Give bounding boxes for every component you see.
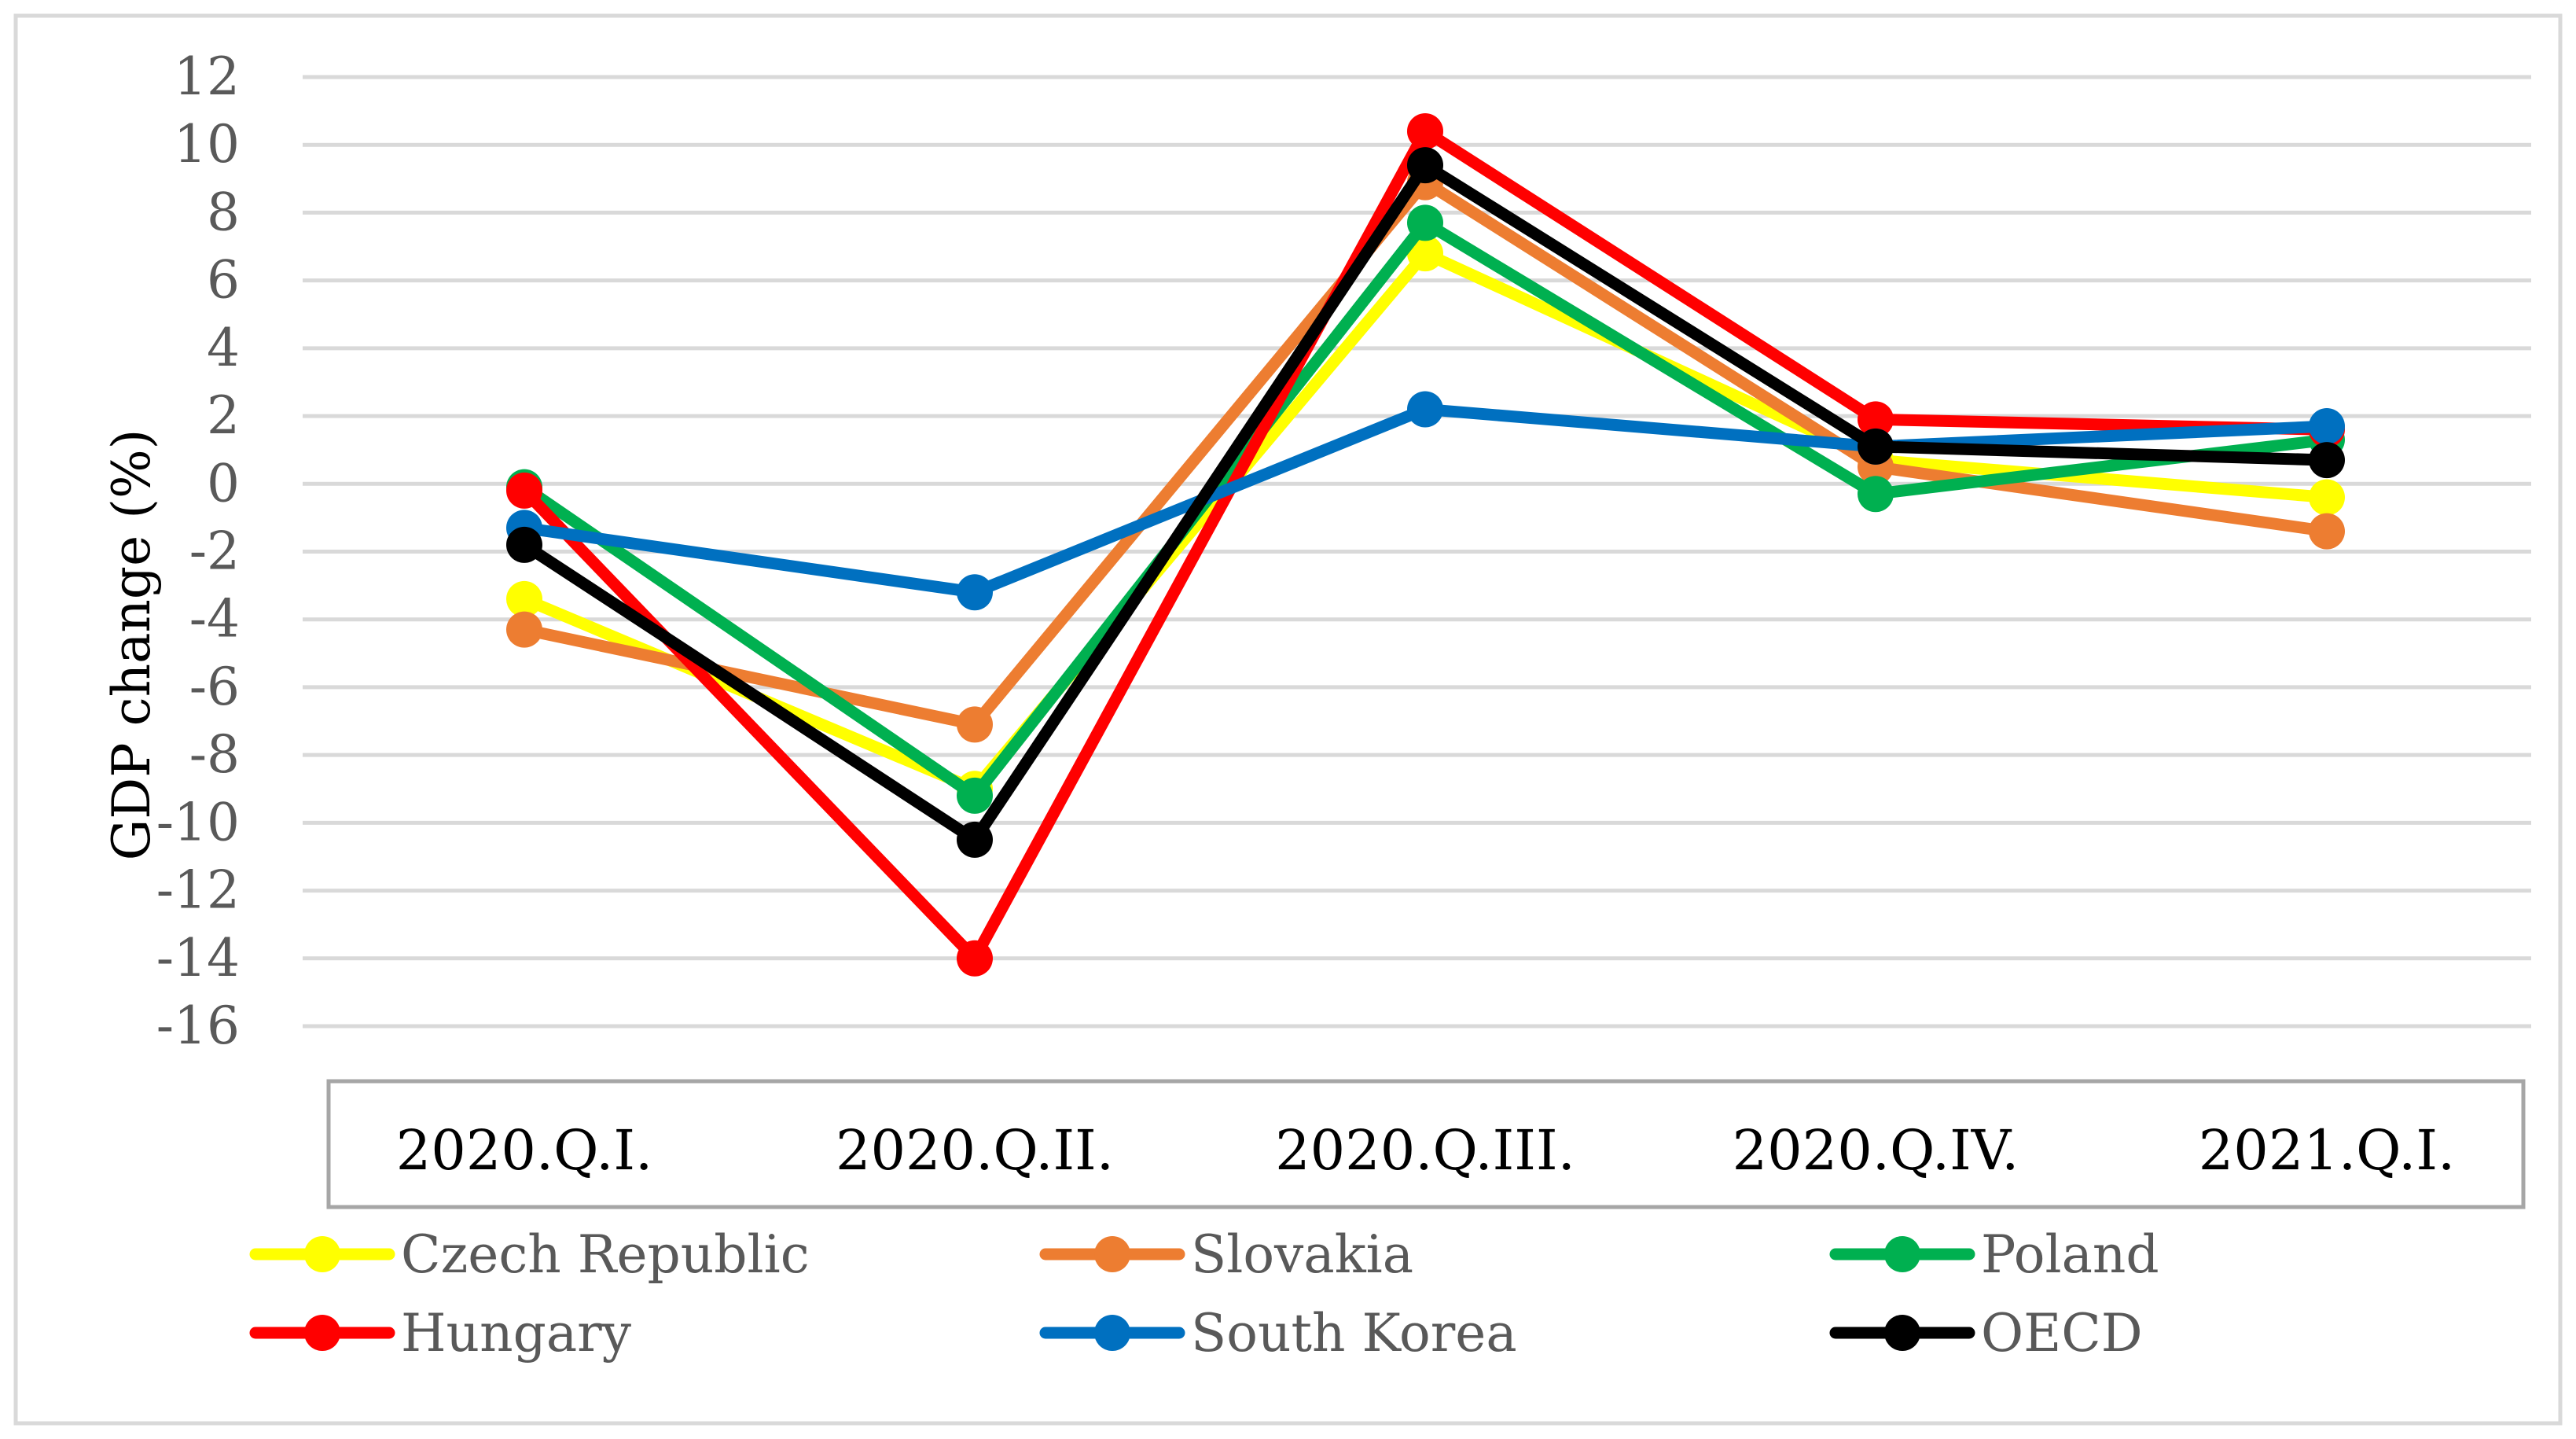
series-oecd (506, 147, 2345, 858)
legend-label: South Korea (1191, 1303, 1517, 1364)
legend-label: Slovakia (1191, 1224, 1413, 1285)
data-point (957, 574, 993, 611)
y-tick-label: 10 (174, 114, 240, 175)
data-point (1407, 204, 1443, 241)
legend-label: OECD (1981, 1303, 2143, 1364)
x-axis-categories: 2020.Q.I. 2020.Q.II. 2020.Q.III. 2020.Q.IV.… (396, 1118, 2455, 1183)
x-tick-label: 2020.Q.IV. (1733, 1118, 2019, 1183)
y-tick-label: 4 (207, 318, 240, 378)
y-axis-title: GDP change (%) (101, 429, 162, 861)
data-point (957, 821, 993, 858)
data-point (1407, 112, 1443, 149)
legend-swatch-marker (304, 1236, 340, 1272)
x-tick-label: 2020.Q.I. (396, 1118, 652, 1183)
legend-item: Hungary (249, 1303, 632, 1364)
y-tick-label: -6 (189, 657, 240, 717)
data-point (2309, 513, 2345, 550)
y-tick-label: -16 (156, 996, 240, 1056)
legend-swatch-marker (1884, 1315, 1920, 1351)
legend-swatch-marker (1094, 1236, 1130, 1272)
y-tick-label: -4 (189, 589, 240, 650)
data-point (1858, 476, 1894, 513)
data-point (957, 940, 993, 977)
y-tick-label: -10 (156, 792, 240, 852)
legend-swatch-marker (304, 1315, 340, 1351)
data-point (1407, 147, 1443, 184)
x-tick-label: 2020.Q.II. (836, 1118, 1114, 1183)
legend-item: South Korea (1039, 1303, 1517, 1364)
y-tick-label: -14 (156, 928, 240, 988)
data-point (2309, 408, 2345, 445)
y-tick-label: 6 (207, 250, 240, 311)
y-axis-ticks: 12 10 8 6 4 2 0 -2 -4 -6 -8 -10 -12 -14 -16 (156, 46, 240, 1056)
y-tick-label: -8 (189, 724, 240, 785)
legend-label: Czech Republic (401, 1224, 810, 1285)
data-point (2309, 442, 2345, 479)
y-tick-label: 2 (207, 385, 240, 446)
data-point (1407, 235, 1443, 272)
legend-item: Poland (1829, 1224, 2159, 1285)
data-point (957, 777, 993, 814)
legend: Czech Republic Slovakia Poland Hungary South… (249, 1224, 2159, 1364)
data-series (506, 112, 2345, 977)
data-point (506, 526, 542, 563)
x-tick-label: 2021.Q.I. (2199, 1118, 2455, 1183)
data-point (957, 706, 993, 743)
data-point (2309, 479, 2345, 516)
data-point (506, 580, 542, 617)
y-tick-label: 0 (207, 453, 240, 513)
legend-swatch-marker (1884, 1236, 1920, 1272)
chart-border (13, 13, 2563, 1426)
legend-swatch-marker (1094, 1315, 1130, 1351)
x-tick-label: 2020.Q.III. (1275, 1118, 1575, 1183)
y-tick-label: 12 (174, 46, 240, 107)
y-tick-label: -2 (189, 521, 240, 582)
legend-item: OECD (1829, 1303, 2143, 1364)
legend-label: Hungary (401, 1303, 632, 1364)
y-tick-label: 8 (207, 182, 240, 242)
data-point (506, 611, 542, 648)
legend-label: Poland (1981, 1224, 2159, 1285)
category-axis-box (326, 1079, 2526, 1209)
y-tick-label: -12 (156, 860, 240, 921)
data-point (1858, 401, 1894, 438)
data-point (1407, 391, 1443, 428)
legend-item: Slovakia (1039, 1224, 1413, 1285)
legend-item: Czech Republic (249, 1224, 810, 1285)
data-point (1858, 428, 1894, 465)
data-point (506, 472, 542, 509)
